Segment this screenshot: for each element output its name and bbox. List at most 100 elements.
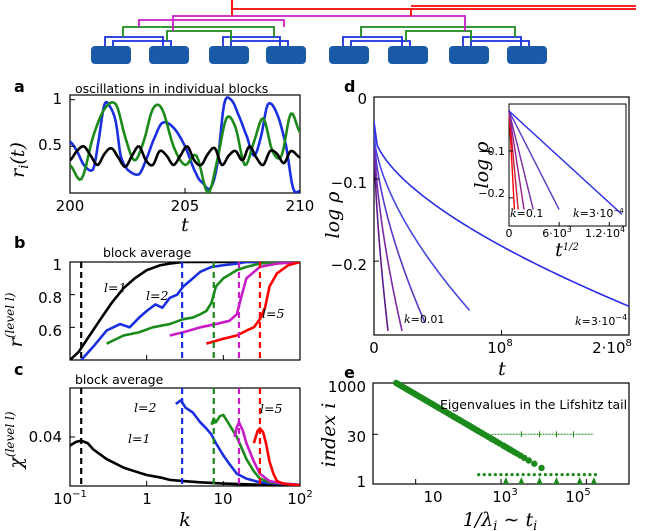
- panel-a-xtick-200: 200: [56, 197, 85, 215]
- panel-b-series-5: [205, 262, 300, 345]
- panel-c-plot: [69, 388, 301, 486]
- panel-e-point-74: [527, 473, 531, 477]
- panel-e-tri-0: [502, 477, 509, 484]
- panel-d-series-2: [374, 121, 403, 332]
- inset-series-6: [508, 110, 623, 215]
- link-l3: [172, 15, 466, 31]
- panel-e-point-71: [510, 473, 514, 477]
- link-l4: [231, 8, 412, 16]
- panel-e-tri-5: [590, 477, 597, 484]
- panel-e-tri-1: [518, 477, 525, 484]
- panel-b-title: block average: [103, 245, 192, 260]
- panel-d-ylabel: log ρ: [322, 191, 344, 239]
- inset-ytick-m02: −0.2: [478, 187, 505, 200]
- panel-d: d 0 −0.1 −0.2 0 108 2·108 t log ρ k=0.01…: [322, 77, 632, 380]
- panel-e-title: Eigenvalues in the Lifshitz tail: [440, 397, 627, 412]
- panel-b-series-2: [80, 262, 300, 360]
- link-l2-right: [360, 26, 516, 37]
- panel-b-ytick-1: 1: [52, 256, 62, 274]
- panel-e-point-65: [477, 473, 481, 477]
- inset-series-3: [508, 110, 525, 210]
- panel-a-xtick-205: 205: [171, 197, 200, 215]
- panel-c-xlabel: k: [179, 509, 191, 531]
- panel-a-ytick-1: 1: [52, 90, 62, 108]
- link-l1b-2: [230, 40, 289, 46]
- panel-d-ytick-m02: −0.2: [331, 256, 367, 274]
- panel-e-point-70: [504, 473, 509, 477]
- inset-series-4: [508, 110, 534, 210]
- link-l1b-4: [350, 40, 411, 46]
- panel-e-point-63: [531, 460, 538, 467]
- link-l2-midright: [405, 30, 472, 41]
- panel-a-ytick-05: 0.5: [38, 136, 62, 154]
- panel-d-series-4: [374, 121, 471, 311]
- panel-e: e Eigenvalues in the Lifshitz tail 1000 …: [318, 363, 630, 531]
- panel-e-tri-3: [553, 477, 560, 484]
- panel-e-point-73: [521, 473, 525, 477]
- panel-d-plot: [373, 96, 630, 335]
- panel-c-series-1: [70, 439, 300, 486]
- panel-e-xtick-10: 10: [423, 488, 442, 506]
- panel-c-series-2: [175, 398, 300, 486]
- panel-e-point-84: [582, 473, 586, 477]
- panel-a-plot: [69, 96, 301, 193]
- panel-e-tri-2: [536, 477, 543, 484]
- panel-e-point-72: [516, 473, 520, 477]
- link-l2-left: [122, 26, 275, 37]
- panel-c-ytick-004: 0.04: [29, 428, 62, 446]
- panel-e-point-85: [588, 473, 592, 477]
- panel-e-ylabel: index i: [318, 403, 340, 468]
- panel-a-series-3: [70, 144, 300, 169]
- panel-e-point-81: [566, 473, 570, 477]
- panel-b-label-l1: l=1: [104, 280, 126, 295]
- inset-label-k01: k=0.1: [510, 207, 543, 220]
- panel-c-xtick-100: 102: [287, 489, 312, 508]
- panel-c-xtick-01: 10−1: [53, 489, 87, 508]
- panel-b-ylabel: r(level l): [3, 292, 27, 347]
- panel-c-xtick-10: 10: [213, 490, 232, 508]
- panel-d-ytick-0: 0: [357, 90, 367, 108]
- panel-e-point-80: [560, 473, 564, 477]
- panel-e-xtick-1e5: 105: [565, 487, 590, 506]
- panel-e-tri-4: [576, 477, 583, 484]
- panel-e-point-66: [482, 473, 486, 477]
- panel-b-label-l2: l=2: [146, 288, 168, 303]
- panel-c-title: block average: [75, 372, 164, 387]
- inset-xlabel: t1/2: [555, 239, 579, 261]
- panel-e-xtick-1e3: 103: [492, 487, 517, 506]
- inset-series-5: [508, 110, 560, 210]
- panel-b-series-4: [169, 262, 300, 337]
- panel-d-label-k001: k=0.01: [404, 313, 444, 326]
- panel-b-label-l5: l=5: [262, 306, 284, 321]
- panel-b-ytick-08: 0.8: [38, 289, 62, 307]
- block-8: [507, 46, 547, 64]
- panel-d-label-k3e4: k=3·10−4: [575, 313, 627, 328]
- panel-e-point-62: [525, 457, 532, 464]
- inset-xtick-0: 0: [506, 227, 513, 240]
- panel-c-label-l1: l=1: [128, 431, 150, 446]
- panel-e-point-64: [538, 464, 545, 472]
- panel-e-point-78: [549, 473, 553, 477]
- panel-b-series-1: [70, 262, 300, 360]
- inset-series-2: [508, 110, 519, 210]
- block-7: [449, 46, 489, 64]
- panel-c-label-l2: l=2: [134, 400, 156, 415]
- panel-b-series-3: [106, 262, 300, 345]
- panel-e-point-69: [499, 473, 503, 477]
- block-4: [266, 46, 306, 64]
- panel-a-xtick-210: 210: [286, 197, 315, 215]
- panel-e-point-76: [538, 473, 542, 477]
- panel-e-ytick-1000: 1000: [328, 378, 366, 396]
- panel-d-xtick-2e8: 2·108: [592, 338, 632, 357]
- panel-e-point-83: [577, 473, 581, 477]
- block-3: [209, 46, 249, 64]
- panel-c-ylabel: χ(level l): [3, 411, 27, 471]
- panel-e-plot: [373, 379, 598, 485]
- link-l2-midleft: [166, 30, 232, 41]
- panel-e-point-79: [554, 473, 559, 477]
- panel-d-ytick-m01: −0.1: [331, 174, 367, 192]
- panel-e-point-82: [571, 473, 575, 477]
- panel-e-xlabel: 1/λi ∼ ti: [463, 509, 538, 531]
- block-2: [149, 46, 189, 64]
